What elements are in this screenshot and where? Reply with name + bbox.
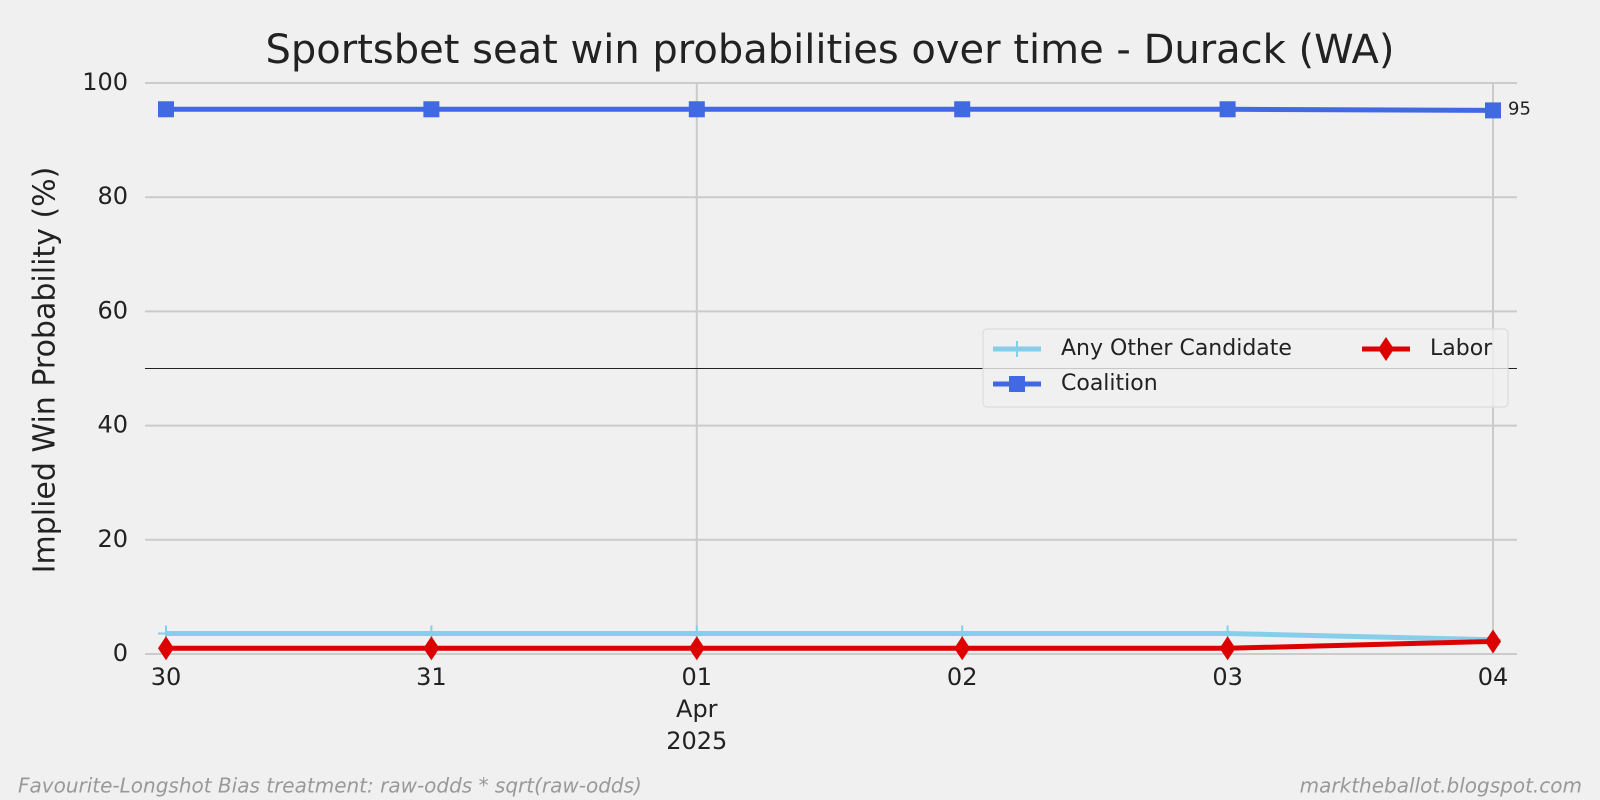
y-tick-label: 0 — [113, 639, 128, 667]
marker — [954, 101, 971, 118]
series-line — [166, 630, 1494, 643]
series-line — [166, 106, 1494, 113]
x-tick-label: 02 — [947, 663, 978, 691]
marker — [158, 636, 174, 661]
y-tick-label: 100 — [82, 68, 128, 96]
y-tick-label: 20 — [97, 525, 128, 553]
marker — [1219, 636, 1236, 661]
marker — [1219, 101, 1236, 118]
y-axis-label: Implied Win Probability (%) — [28, 167, 63, 574]
x-tick-label: 04 — [1478, 663, 1509, 691]
y-tick-label: 80 — [97, 182, 128, 210]
x-tick-label: 30 — [151, 663, 182, 691]
y-tick-label: 60 — [97, 296, 128, 324]
chart-title: Sportsbet seat win probabilities over ti… — [266, 27, 1395, 73]
x-tick-label: 03 — [1212, 663, 1243, 691]
marker — [158, 101, 174, 118]
marker — [954, 636, 971, 661]
legend-label: Coalition — [1061, 371, 1158, 396]
marker — [1378, 337, 1394, 361]
marker — [1485, 629, 1501, 654]
value-label: 95 — [1508, 98, 1531, 119]
legend-label: Labor — [1430, 336, 1493, 361]
x-tick-sublabel: 2025 — [666, 727, 727, 755]
marker — [423, 101, 440, 118]
footnote: Favourite-Longshot Bias treatment: raw-o… — [18, 774, 642, 798]
y-tick-label: 40 — [97, 411, 128, 439]
legend-label: Any Other Candidate — [1061, 336, 1292, 361]
marker — [1009, 376, 1025, 392]
marker — [1485, 102, 1501, 119]
marker — [688, 636, 705, 661]
x-tick-sublabel: Apr — [676, 695, 718, 723]
footnote: marktheballot.blogspot.com — [1300, 774, 1582, 798]
marker — [1009, 341, 1025, 357]
x-tick-label: 01 — [682, 663, 713, 691]
marker — [423, 636, 440, 661]
series-line — [166, 638, 1494, 651]
marker — [688, 101, 705, 118]
x-tick-label: 31 — [416, 663, 447, 691]
